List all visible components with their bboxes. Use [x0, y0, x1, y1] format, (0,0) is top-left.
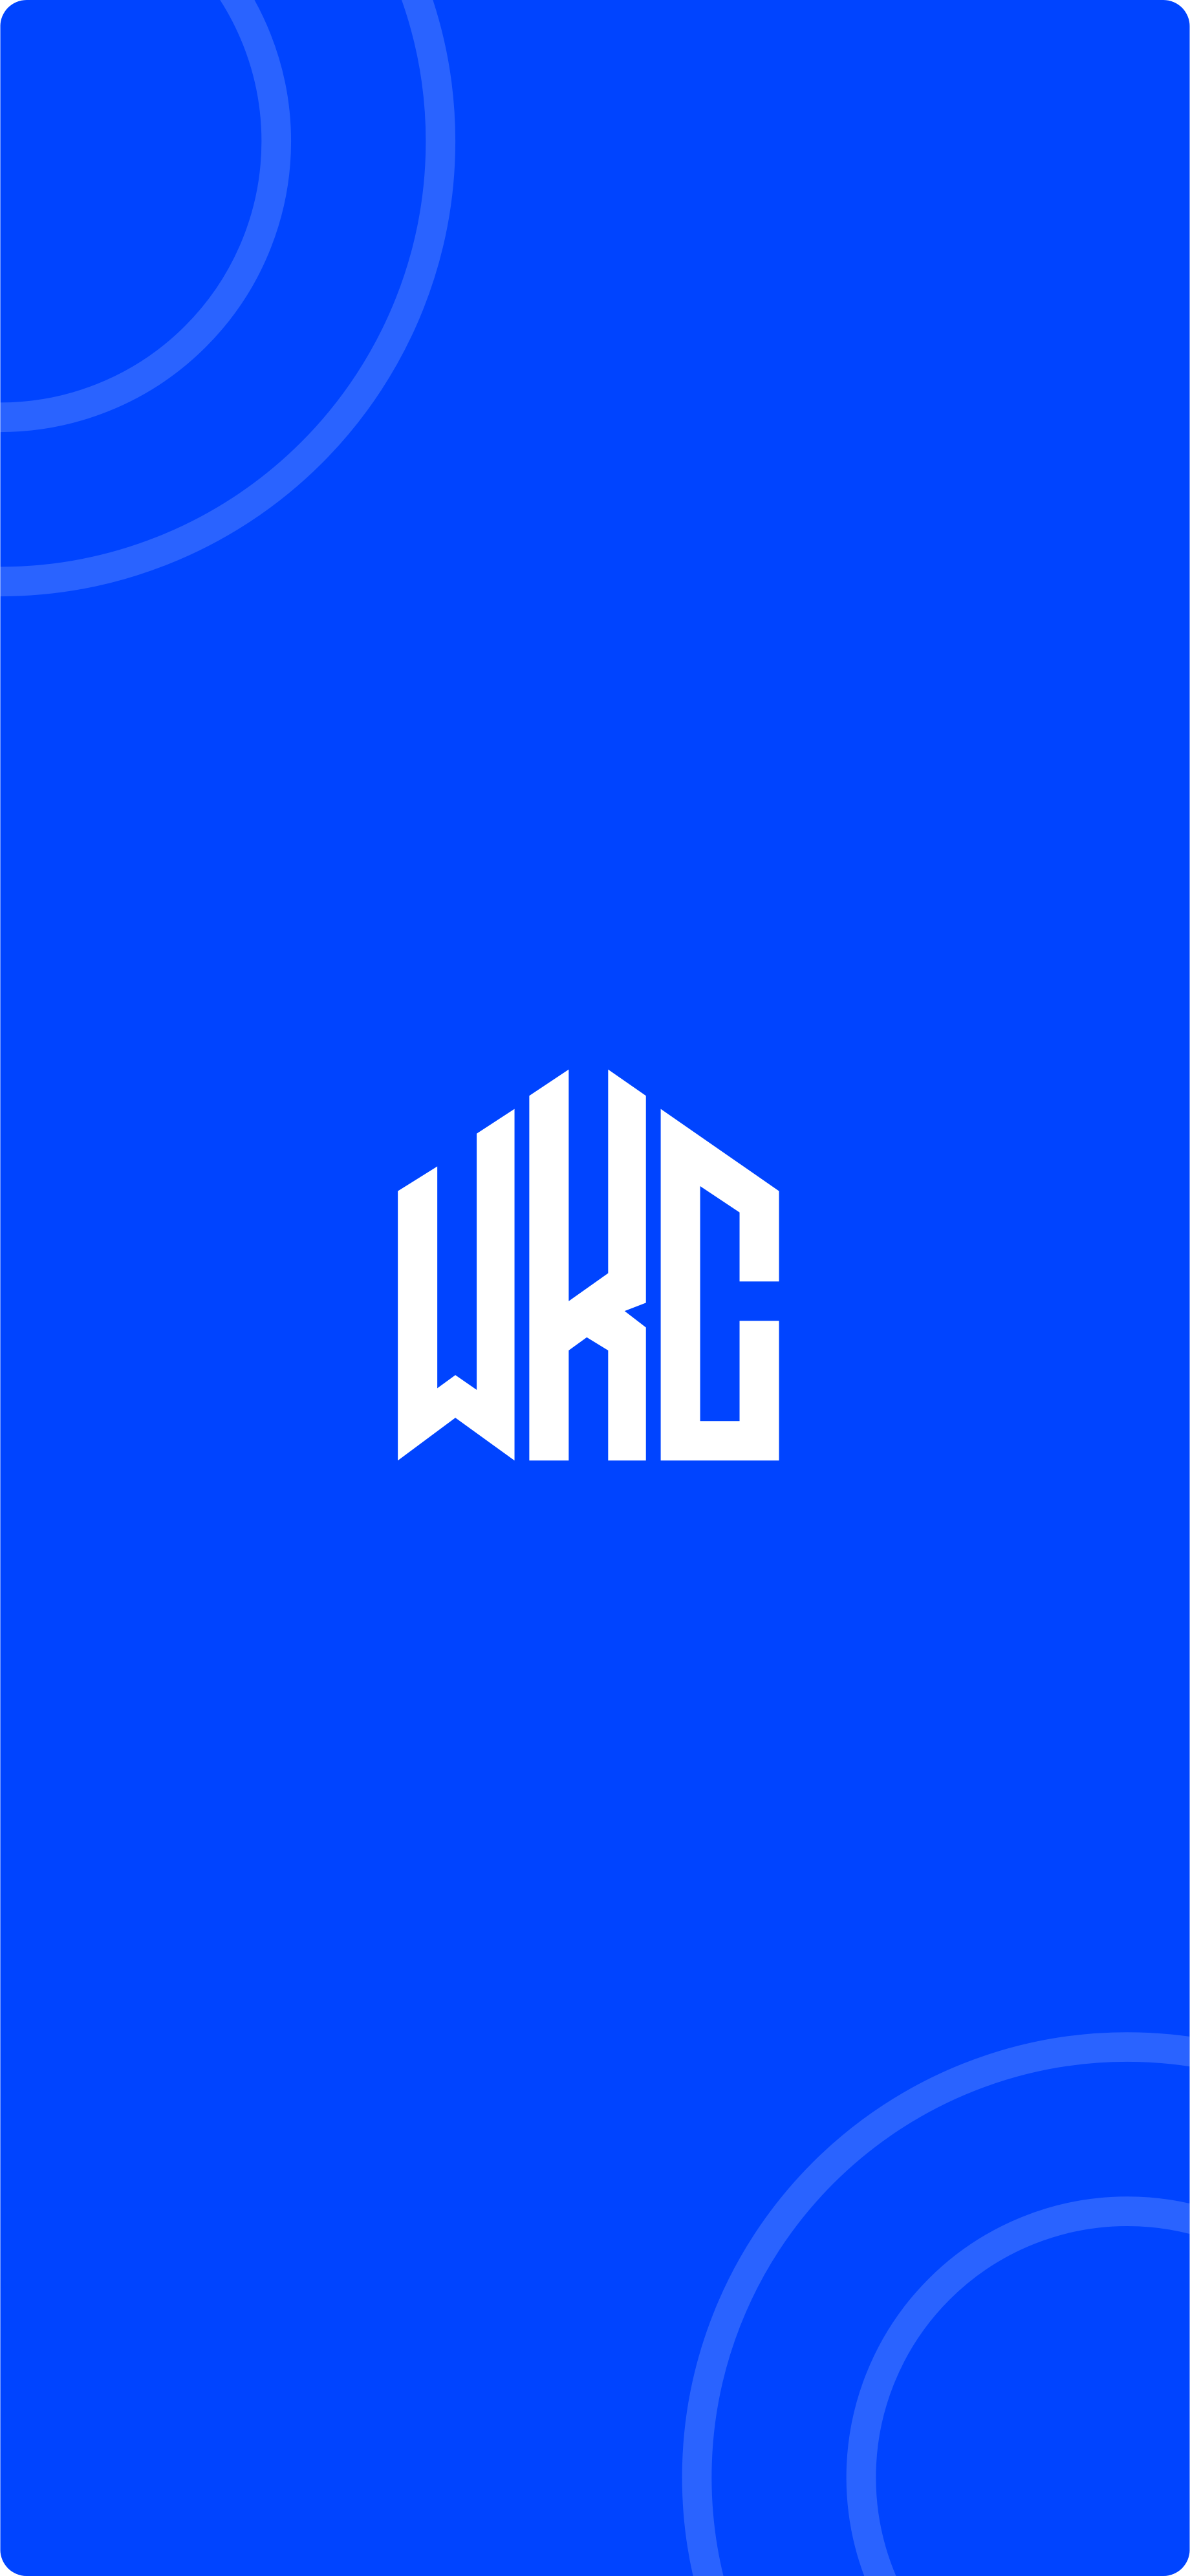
- ring-bottom-inner: [846, 2196, 1190, 2576]
- logo: [398, 1069, 779, 1461]
- ring-top-outer: [0, 0, 456, 597]
- logo-k: [529, 1069, 646, 1461]
- logo-w: [398, 1109, 515, 1461]
- logo-c: [660, 1109, 779, 1461]
- ring-bottom-outer: [682, 2032, 1190, 2576]
- ring-top-inner: [0, 0, 292, 433]
